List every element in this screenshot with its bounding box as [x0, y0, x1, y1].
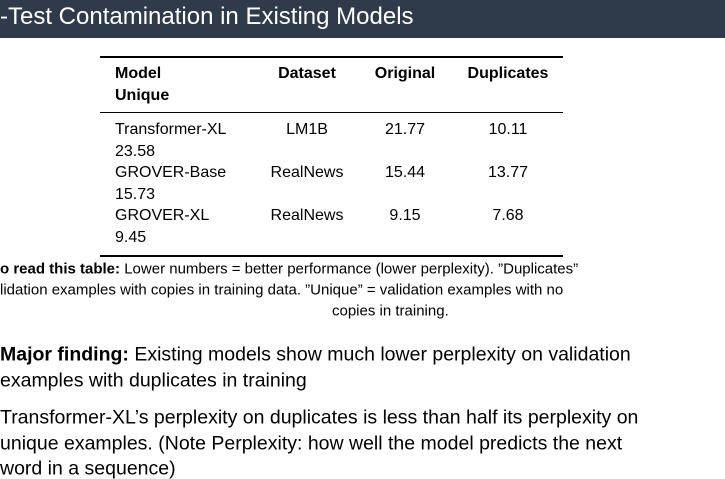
table-cell: RealNews	[270, 207, 344, 224]
point-line: examples with duplicates in training	[0, 369, 307, 392]
header-bar: -Test Contamination in Existing Models	[0, 0, 725, 38]
point-line: unique examples. (Note Perplexity: how w…	[0, 432, 623, 455]
point-text: Existing models show much lower perplexi…	[134, 343, 631, 366]
point-line: Major finding: Existing models show much…	[0, 344, 631, 367]
top-rule	[100, 56, 563, 58]
table-cell: 23.58	[115, 143, 156, 160]
table-cell: 13.77	[487, 164, 529, 181]
table-cell: 15.73	[115, 186, 156, 203]
table-cell: GROVER-XL	[115, 207, 210, 224]
note-line: lidation examples with copies in trainin…	[0, 281, 564, 299]
note-line: o read this table: Lower numbers = bette…	[0, 261, 578, 278]
column-header: Dataset	[278, 65, 336, 82]
slide-title: -Test Contamination in Existing Models	[0, 3, 414, 30]
table-cell: LM1B	[286, 121, 328, 138]
mid-rule	[100, 112, 563, 113]
note-line: copies in training.	[332, 302, 449, 320]
point-label: Major finding:	[0, 343, 129, 366]
column-header: Duplicates	[467, 65, 549, 82]
table-cell: 7.68	[492, 207, 524, 224]
table-cell: Transformer-XL	[115, 121, 227, 138]
point-line: Transformer-XL’s perplexity on duplicate…	[0, 406, 639, 429]
note-text: Lower numbers = better performance (lowe…	[124, 260, 579, 278]
table-cell: 15.44	[384, 164, 426, 181]
table-cell: 21.77	[384, 121, 426, 138]
note-label: o read this table:	[0, 260, 121, 278]
column-header: Original	[374, 65, 436, 82]
bottom-rule	[100, 255, 563, 257]
table-cell: RealNews	[270, 164, 344, 181]
table-cell: 9.15	[389, 207, 421, 224]
column-header: Model	[115, 65, 162, 82]
table-cell: 9.45	[115, 229, 147, 246]
column-header: Unique	[115, 87, 170, 104]
table-cell: GROVER-Base	[115, 164, 227, 181]
table-cell: 10.11	[488, 121, 528, 138]
point-line: word in a sequence)	[0, 457, 176, 479]
